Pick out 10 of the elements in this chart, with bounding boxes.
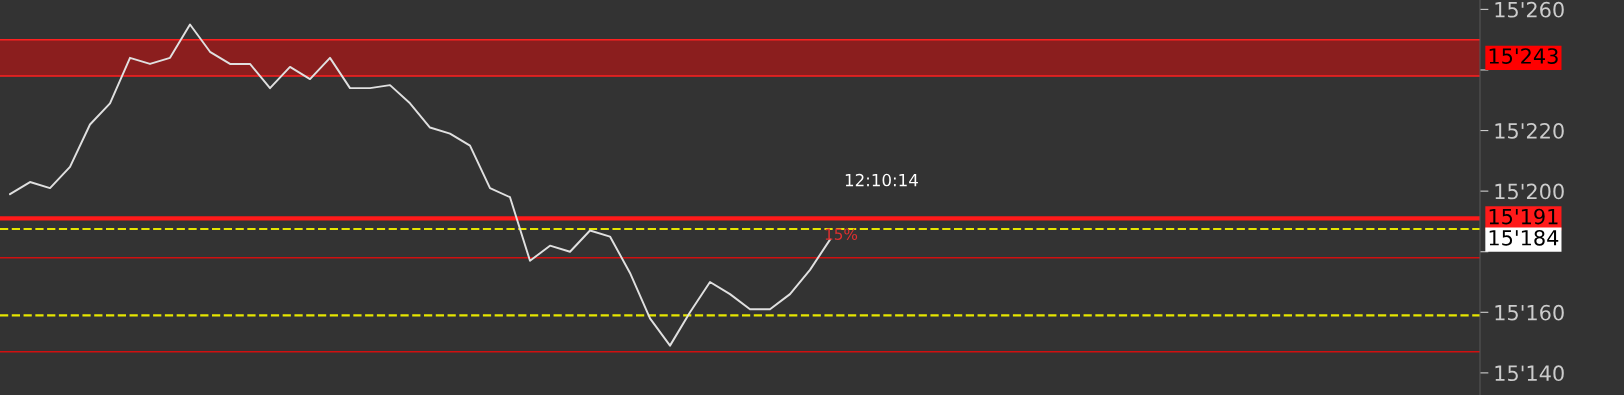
annotation: 12:10:14: [845, 173, 918, 187]
text: 15'184: [1489, 229, 1559, 246]
band-label: 15'243: [1489, 48, 1558, 64]
y-tick-label: 15'160: [1495, 304, 1564, 321]
annotation: 15%: [825, 228, 858, 240]
y-tick-label: 15'220: [1495, 123, 1564, 139]
y-tick-label: 15'140: [1495, 365, 1564, 382]
y-tick-label: 15'260: [1495, 1, 1564, 18]
y-tick-label: 15'200: [1495, 183, 1564, 200]
ref-line-label: 15'191: [1489, 208, 1558, 225]
